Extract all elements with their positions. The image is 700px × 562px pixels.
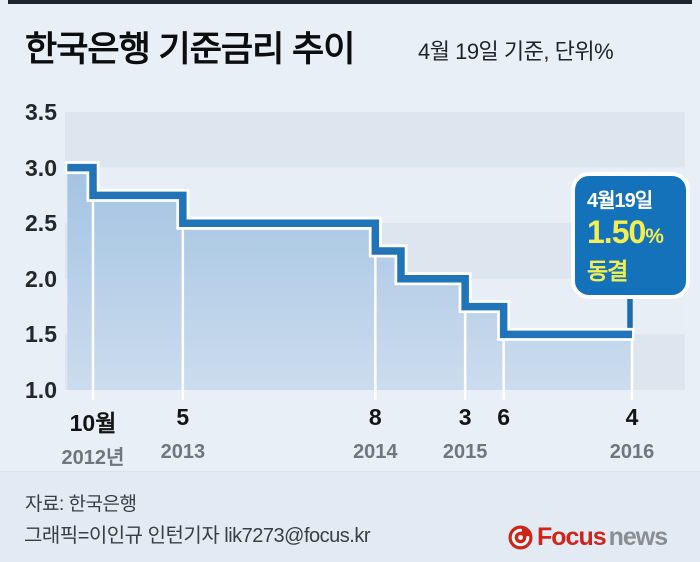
x-tick-month-label: 5 — [176, 404, 190, 430]
y-tick-label: 1.0 — [25, 377, 57, 403]
credit-text: 그래픽=이인규 인턴기자 lik7273@focus.kr — [24, 525, 371, 547]
x-tick-month-label: 10월 — [69, 410, 117, 436]
callout-rate-value: 1.50 — [587, 214, 646, 250]
x-tick-year-label: 2013 — [160, 441, 206, 463]
top-accent-bar — [8, 0, 692, 4]
source-text: 자료: 한국은행 — [25, 494, 137, 515]
focus-news-swirl-icon — [508, 525, 533, 550]
callout-date: 4월19일 — [587, 190, 653, 212]
y-tick-label: 2.0 — [25, 265, 57, 292]
y-tick-label: 1.5 — [25, 321, 57, 348]
page-title: 한국은행 기준금리 추이 — [25, 30, 355, 69]
x-tick-year-label: 2016 — [609, 441, 655, 463]
logo-brand-text: Focus — [537, 523, 607, 551]
y-tick-label: 3.5 — [25, 99, 57, 125]
x-tick-year-label: 2015 — [442, 441, 488, 463]
page-subtitle: 4월 19일 기준, 단위% — [418, 39, 614, 64]
grid-band — [65, 112, 685, 168]
y-tick-label: 3.0 — [25, 154, 57, 181]
callout-rate-unit: % — [645, 225, 664, 248]
x-tick-month-label: 8 — [368, 404, 382, 430]
rate-line — [67, 163, 632, 339]
x-tick-month-label: 6 — [497, 404, 511, 430]
callout-box: 4월19일 1.50% 동결 — [571, 172, 690, 299]
x-tick-year-label: 2014 — [353, 441, 398, 463]
focus-news-logo: Focus news — [508, 523, 669, 552]
callout-status: 동결 — [587, 257, 628, 284]
callout-rate: 1.50% — [587, 214, 686, 250]
x-tick-month-label: 4 — [625, 404, 639, 430]
logo-suffix-text: news — [608, 523, 669, 551]
footer-strip — [0, 471, 700, 562]
x-tick-year-label: 2012년 — [61, 447, 125, 469]
x-tick-month-label: 3 — [458, 404, 472, 430]
header: 한국은행 기준금리 추이 4월 19일 기준, 단위% — [0, 0, 700, 80]
y-tick-label: 2.5 — [25, 210, 57, 237]
